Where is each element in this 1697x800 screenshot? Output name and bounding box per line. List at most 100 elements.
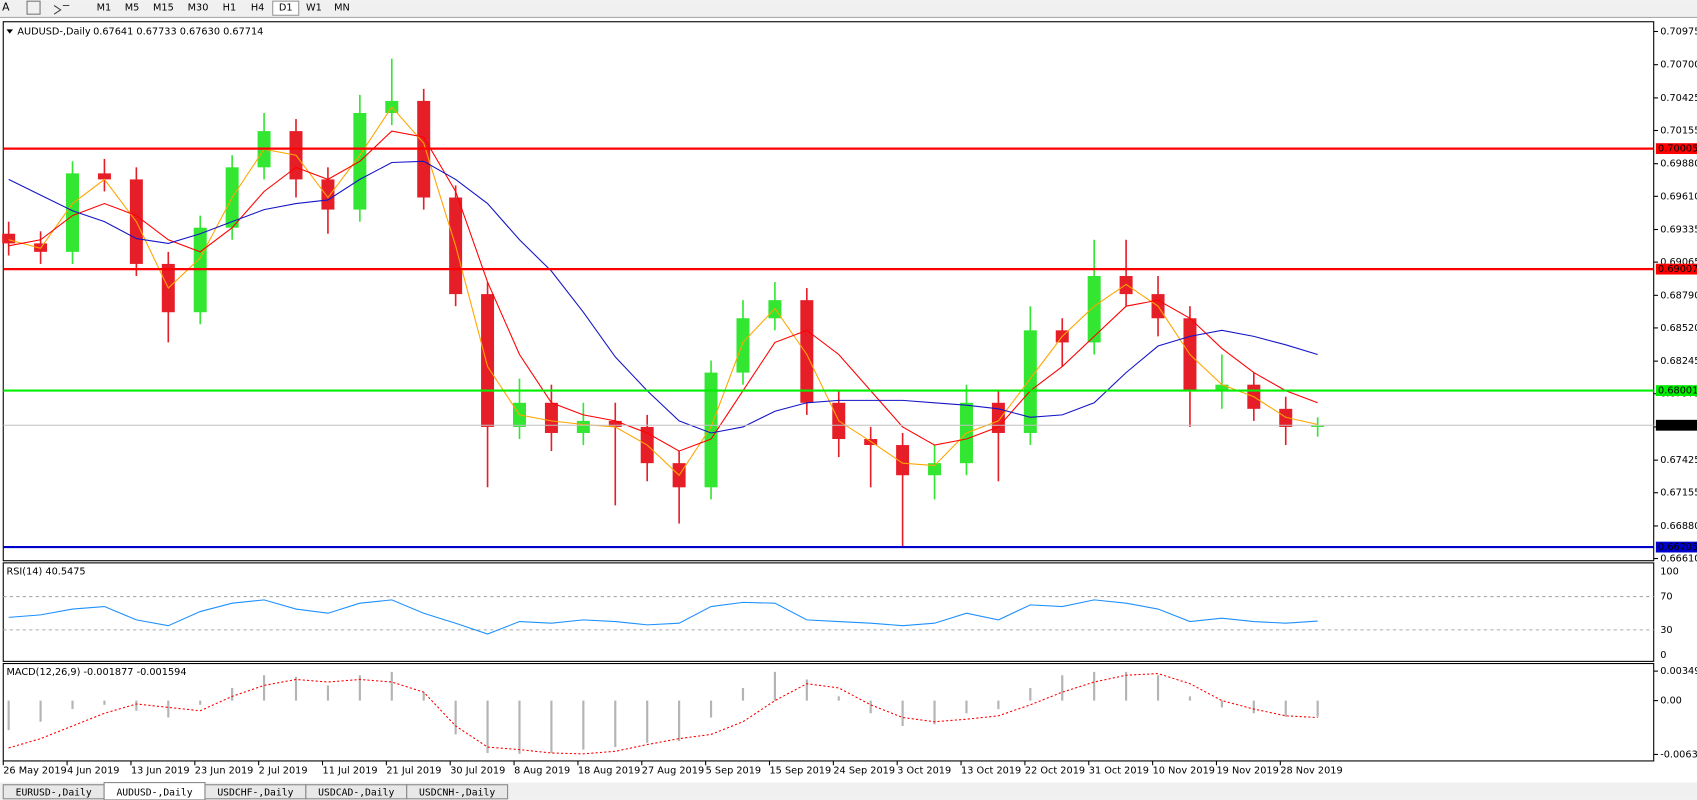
x-tick-label: 27 Aug 2019 bbox=[642, 766, 704, 777]
candle-body bbox=[66, 173, 80, 252]
x-tick-label: 22 Oct 2019 bbox=[1025, 766, 1085, 777]
x-tick-label: 2 Jul 2019 bbox=[259, 766, 308, 777]
macd-signal bbox=[8, 673, 1318, 755]
timeframe-button[interactable]: W1 bbox=[306, 3, 322, 14]
y-tick-label: 0.66610 bbox=[1660, 554, 1697, 565]
macd-bar bbox=[262, 675, 266, 701]
x-tick-label: 31 Oct 2019 bbox=[1089, 766, 1149, 777]
candle-body bbox=[896, 445, 910, 476]
x-tick-label: 15 Sep 2019 bbox=[769, 766, 831, 777]
candle-body bbox=[97, 173, 111, 180]
tab-label[interactable]: AUDUSD-,Daily bbox=[116, 787, 192, 798]
macd-bar bbox=[103, 700, 106, 705]
candle-body bbox=[544, 402, 558, 433]
candle-body bbox=[1279, 408, 1293, 427]
y-tick-label: 0.66880 bbox=[1660, 521, 1697, 532]
x-tick-label: 21 Jul 2019 bbox=[386, 766, 441, 777]
chart-ohlc: 0.67641 0.67733 0.67630 0.67714 bbox=[93, 26, 263, 37]
macd-bar bbox=[1284, 700, 1287, 717]
y-tick-label: 0.70975 bbox=[1660, 26, 1697, 37]
level-label-bg bbox=[1655, 263, 1697, 275]
timeframe-button[interactable]: M30 bbox=[188, 3, 209, 14]
tab-label[interactable]: USDCAD-,Daily bbox=[318, 787, 394, 798]
macd-bar bbox=[1061, 675, 1064, 701]
macd-bar bbox=[1220, 700, 1223, 708]
text-tool-icon[interactable]: A bbox=[2, 1, 10, 14]
x-tick-label: 10 Nov 2019 bbox=[1153, 766, 1215, 777]
y-tick-label: 0.67155 bbox=[1660, 488, 1697, 499]
y-tick-label: 0.69335 bbox=[1660, 225, 1697, 236]
y-tick-label: 0.00349 bbox=[1660, 666, 1697, 677]
macd-bar bbox=[231, 687, 234, 701]
macd-bar bbox=[518, 700, 521, 754]
x-tick-label: 30 Jul 2019 bbox=[450, 766, 505, 777]
macd-bar bbox=[39, 700, 42, 722]
y-tick-label: 0 bbox=[1660, 650, 1666, 661]
candle-body bbox=[481, 294, 495, 427]
candle-body bbox=[1215, 384, 1229, 391]
macd-bar bbox=[294, 676, 298, 701]
candle-body bbox=[1311, 425, 1325, 427]
x-tick-label: 11 Jul 2019 bbox=[323, 766, 378, 777]
macd-bar bbox=[422, 692, 425, 701]
macd-bar bbox=[965, 700, 968, 714]
macd-bar bbox=[997, 700, 1000, 710]
x-tick-label: 18 Aug 2019 bbox=[578, 766, 640, 777]
macd-bar bbox=[805, 679, 808, 701]
timeframe-button[interactable]: M15 bbox=[153, 3, 174, 14]
candle-body bbox=[736, 318, 750, 373]
x-tick-label: 5 Sep 2019 bbox=[706, 766, 762, 777]
chart-title: AUDUSD-,Daily bbox=[17, 26, 91, 37]
y-tick-label: 0.70155 bbox=[1660, 126, 1697, 137]
macd-bar bbox=[135, 700, 138, 711]
y-tick-label: 0.68520 bbox=[1660, 323, 1697, 334]
timeframe-button[interactable]: D1 bbox=[279, 3, 293, 14]
macd-bar bbox=[901, 700, 904, 726]
macd-pane bbox=[2, 662, 1655, 762]
x-tick-label: 13 Oct 2019 bbox=[961, 766, 1021, 777]
rsi-pane bbox=[2, 562, 1655, 662]
textbox-tool-icon[interactable] bbox=[26, 0, 41, 15]
shapes-tool-icon[interactable] bbox=[53, 4, 70, 15]
y-tick-label: 30 bbox=[1660, 625, 1672, 636]
macd-bar bbox=[550, 700, 553, 754]
macd-title: MACD(12,26,9) -0.001877 -0.001594 bbox=[6, 667, 186, 678]
tab-label[interactable]: EURUSD-,Daily bbox=[16, 787, 92, 798]
y-tick-label: 0.68245 bbox=[1660, 356, 1697, 367]
x-tick-label: 24 Sep 2019 bbox=[833, 766, 895, 777]
timeframe-button[interactable]: MN bbox=[334, 3, 350, 14]
macd-bar bbox=[678, 700, 681, 742]
macd-bar bbox=[1252, 700, 1255, 714]
rsi-line bbox=[8, 599, 1318, 635]
x-tick-label: 28 Nov 2019 bbox=[1280, 766, 1342, 777]
y-tick-label: 0.00 bbox=[1660, 696, 1682, 707]
macd-bar bbox=[7, 700, 10, 731]
macd-bar bbox=[741, 687, 745, 701]
candle-body bbox=[928, 463, 942, 476]
y-tick-label: 0.68790 bbox=[1660, 290, 1697, 301]
macd-bar bbox=[646, 700, 649, 743]
tab[interactable] bbox=[406, 784, 509, 800]
y-tick-label: 0.70700 bbox=[1660, 60, 1697, 71]
timeframe-button[interactable]: M1 bbox=[97, 3, 112, 14]
macd-bar bbox=[390, 671, 393, 701]
macd-bar bbox=[773, 671, 776, 701]
collapse-icon[interactable] bbox=[6, 29, 13, 34]
tab-label[interactable]: USDCHF-,Daily bbox=[217, 787, 293, 798]
timeframe-button[interactable]: M5 bbox=[125, 3, 140, 14]
moving-average bbox=[8, 130, 1318, 452]
y-tick-label: 0.69610 bbox=[1660, 191, 1697, 202]
macd-bar bbox=[199, 700, 202, 705]
timeframe-button[interactable]: H4 bbox=[251, 3, 265, 14]
tab-label[interactable]: USDCNH-,Daily bbox=[419, 787, 495, 798]
x-tick-label: 23 Jun 2019 bbox=[195, 766, 254, 777]
candle-body bbox=[1087, 276, 1101, 343]
level-label-bg bbox=[1655, 385, 1697, 397]
macd-bar bbox=[837, 696, 840, 701]
candle-body bbox=[1023, 330, 1037, 433]
x-tick-label: 13 Jun 2019 bbox=[131, 766, 190, 777]
macd-bar bbox=[326, 685, 330, 701]
macd-bar bbox=[454, 700, 457, 735]
timeframe-button[interactable]: H1 bbox=[223, 3, 237, 14]
candle-body bbox=[800, 300, 814, 403]
